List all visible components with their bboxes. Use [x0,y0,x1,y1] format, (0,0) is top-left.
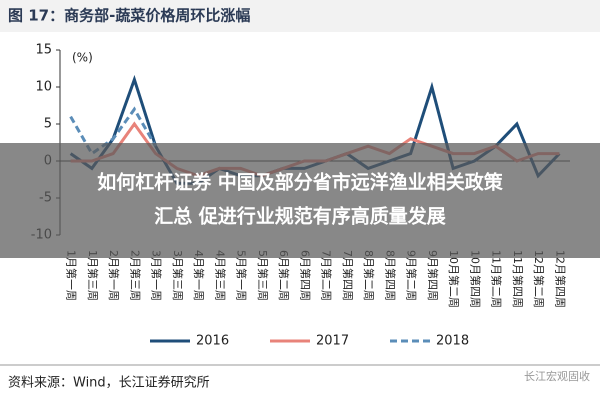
x-tick-label: 8月第四周 [383,250,397,301]
x-tick-label: 5月第一周 [235,250,249,301]
title-strip [0,0,600,32]
x-tick-label: 11月第四周 [511,250,525,308]
x-tick-label: 3月第一周 [150,250,164,301]
source: 资料来源：Wind，长江证券研究所 [8,375,210,391]
x-tick-label: 1月第三周 [86,250,100,301]
y-axis-label: (%) [72,51,93,65]
x-tick-label: 10月第四周 [468,250,482,308]
y-tick-label: 5 [44,117,52,132]
x-tick-label: 4月第一周 [192,250,206,301]
banner-bg [0,143,600,258]
x-tick-label: 12月第四周 [553,250,567,308]
x-tick-label: 3月第三周 [171,250,185,301]
x-tick-label: 12月第二周 [532,250,546,308]
x-tick-label: 11月第二周 [490,250,504,308]
x-tick-label: 2月第一周 [107,250,121,301]
x-tick-label: 6月第四周 [298,250,312,301]
chart-title: 图 17：商务部-蔬菜价格周环比涨幅 [8,7,250,25]
series-line [69,106,157,156]
x-tick-label: 2月第三周 [128,250,142,301]
x-tick-label: 7月第四周 [341,250,355,301]
watermark: 长江宏观固收 [524,369,590,383]
y-tick-label: 15 [35,43,52,58]
legend-label: 2016 [196,334,229,349]
x-tick-label: 4月第三周 [213,250,227,301]
banner-line: 汇总 促进行业规范有序高质量发展 [154,205,446,228]
x-tick-label: 9月第四周 [426,250,440,301]
x-tick-label: 9月第二周 [405,250,419,301]
x-tick-label: 8月第二周 [362,250,376,301]
y-tick-label: 10 [35,80,52,95]
banner-line: 如何杠杆证券 中国及部分省市远洋渔业相关政策 [97,171,504,194]
legend-label: 2017 [316,334,349,349]
x-tick-label: 10月第二周 [447,250,461,308]
x-tick-label: 6月第二周 [277,250,291,301]
x-tick-label: 7月第二周 [320,250,334,301]
x-tick-label: 5月第三周 [256,250,270,301]
x-tick-label: 1月第一周 [65,250,79,301]
legend-label: 2018 [436,334,469,349]
